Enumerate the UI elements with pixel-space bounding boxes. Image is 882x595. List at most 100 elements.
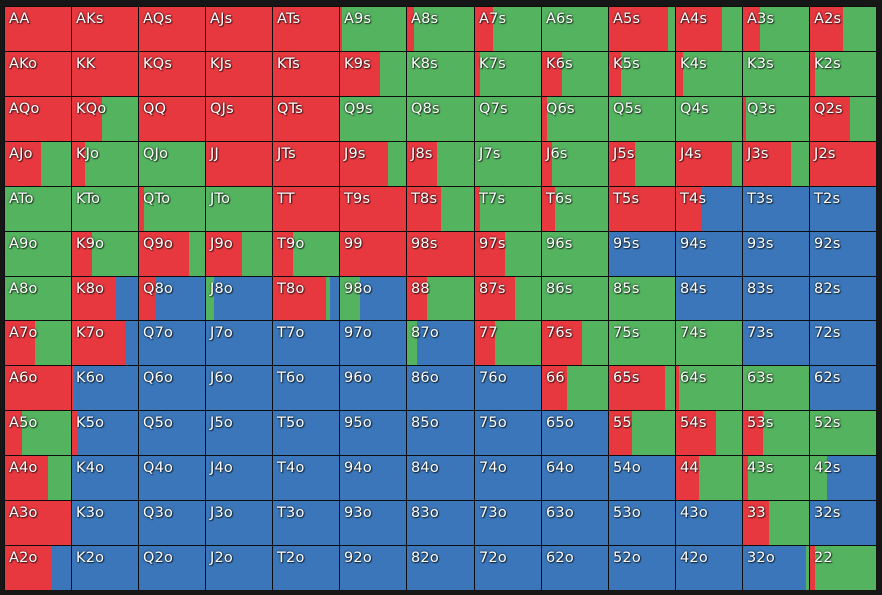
hand-cell-aqs[interactable]: AQs [139,7,205,51]
hand-cell-kk[interactable]: KK [72,52,138,96]
hand-cell-k4o[interactable]: K4o [72,456,138,500]
hand-cell-72s[interactable]: 72s [810,321,876,365]
hand-cell-65s[interactable]: 65s [609,366,675,410]
hand-cell-t6o[interactable]: T6o [273,366,339,410]
hand-cell-65o[interactable]: 65o [542,411,608,455]
hand-cell-a8o[interactable]: A8o [5,277,71,320]
hand-cell-97o[interactable]: 97o [340,321,406,365]
hand-cell-74s[interactable]: 74s [676,321,742,365]
hand-cell-k5s[interactable]: K5s [609,52,675,96]
hand-cell-q5s[interactable]: Q5s [609,97,675,141]
hand-cell-q2s[interactable]: Q2s [810,97,876,141]
hand-cell-62o[interactable]: 62o [542,546,608,590]
hand-cell-93o[interactable]: 93o [340,501,406,545]
hand-cell-54o[interactable]: 54o [609,456,675,500]
hand-cell-j6o[interactable]: J6o [206,366,272,410]
hand-cell-q9s[interactable]: Q9s [340,97,406,141]
hand-cell-k3o[interactable]: K3o [72,501,138,545]
hand-cell-92o[interactable]: 92o [340,546,406,590]
hand-cell-k5o[interactable]: K5o [72,411,138,455]
hand-cell-jts[interactable]: JTs [273,142,339,186]
hand-cell-76s[interactable]: 76s [542,321,608,365]
hand-cell-j8o[interactable]: J8o [206,277,272,320]
hand-cell-q7s[interactable]: Q7s [475,97,541,141]
hand-cell-94s[interactable]: 94s [676,232,742,276]
hand-cell-a5s[interactable]: A5s [609,7,675,51]
hand-cell-82s[interactable]: 82s [810,277,876,320]
hand-cell-52s[interactable]: 52s [810,411,876,455]
hand-cell-52o[interactable]: 52o [609,546,675,590]
hand-cell-q8o[interactable]: Q8o [139,277,205,320]
hand-cell-64o[interactable]: 64o [542,456,608,500]
hand-cell-j2s[interactable]: J2s [810,142,876,186]
hand-cell-a3s[interactable]: A3s [743,7,809,51]
hand-cell-42o[interactable]: 42o [676,546,742,590]
hand-cell-a2o[interactable]: A2o [5,546,71,590]
hand-cell-72o[interactable]: 72o [475,546,541,590]
hand-cell-t3o[interactable]: T3o [273,501,339,545]
hand-cell-92s[interactable]: 92s [810,232,876,276]
hand-cell-a4s[interactable]: A4s [676,7,742,51]
hand-cell-44[interactable]: 44 [676,456,742,500]
hand-cell-j4o[interactable]: J4o [206,456,272,500]
hand-cell-t2s[interactable]: T2s [810,187,876,231]
hand-cell-q3s[interactable]: Q3s [743,97,809,141]
hand-cell-a6o[interactable]: A6o [5,366,71,410]
hand-cell-94o[interactable]: 94o [340,456,406,500]
hand-cell-32o[interactable]: 32o [743,546,809,590]
hand-cell-k6o[interactable]: K6o [72,366,138,410]
hand-cell-qjs[interactable]: QJs [206,97,272,141]
hand-cell-83s[interactable]: 83s [743,277,809,320]
hand-cell-a4o[interactable]: A4o [5,456,71,500]
hand-cell-82o[interactable]: 82o [407,546,474,590]
hand-cell-qts[interactable]: QTs [273,97,339,141]
hand-cell-k9s[interactable]: K9s [340,52,406,96]
hand-cell-k8o[interactable]: K8o [72,277,138,320]
hand-cell-93s[interactable]: 93s [743,232,809,276]
hand-cell-t5o[interactable]: T5o [273,411,339,455]
hand-cell-22[interactable]: 22 [810,546,876,590]
hand-cell-t7s[interactable]: T7s [475,187,541,231]
hand-cell-54s[interactable]: 54s [676,411,742,455]
hand-cell-t4o[interactable]: T4o [273,456,339,500]
hand-cell-qto[interactable]: QTo [139,187,205,231]
hand-cell-42s[interactable]: 42s [810,456,876,500]
hand-cell-q6o[interactable]: Q6o [139,366,205,410]
hand-cell-84s[interactable]: 84s [676,277,742,320]
hand-cell-a9o[interactable]: A9o [5,232,71,276]
hand-cell-jto[interactable]: JTo [206,187,272,231]
hand-cell-t8o[interactable]: T8o [273,277,339,320]
hand-cell-a6s[interactable]: A6s [542,7,608,51]
hand-cell-75o[interactable]: 75o [475,411,541,455]
hand-cell-kqs[interactable]: KQs [139,52,205,96]
hand-cell-43s[interactable]: 43s [743,456,809,500]
hand-cell-q2o[interactable]: Q2o [139,546,205,590]
hand-cell-j6s[interactable]: J6s [542,142,608,186]
hand-cell-j3s[interactable]: J3s [743,142,809,186]
hand-cell-87s[interactable]: 87s [475,277,541,320]
hand-cell-k3s[interactable]: K3s [743,52,809,96]
hand-cell-ako[interactable]: AKo [5,52,71,96]
hand-cell-99[interactable]: 99 [340,232,406,276]
hand-cell-63o[interactable]: 63o [542,501,608,545]
hand-cell-t6s[interactable]: T6s [542,187,608,231]
hand-cell-77[interactable]: 77 [475,321,541,365]
hand-cell-66[interactable]: 66 [542,366,608,410]
hand-cell-aa[interactable]: AA [5,7,71,51]
hand-cell-62s[interactable]: 62s [810,366,876,410]
hand-cell-a7s[interactable]: A7s [475,7,541,51]
hand-cell-53s[interactable]: 53s [743,411,809,455]
hand-cell-ajs[interactable]: AJs [206,7,272,51]
hand-cell-32s[interactable]: 32s [810,501,876,545]
hand-cell-j8s[interactable]: J8s [407,142,474,186]
hand-cell-86s[interactable]: 86s [542,277,608,320]
hand-cell-k2s[interactable]: K2s [810,52,876,96]
hand-cell-q3o[interactable]: Q3o [139,501,205,545]
hand-cell-98o[interactable]: 98o [340,277,406,320]
hand-cell-kqo[interactable]: KQo [72,97,138,141]
hand-cell-jj[interactable]: JJ [206,142,272,186]
hand-cell-96o[interactable]: 96o [340,366,406,410]
hand-cell-t9o[interactable]: T9o [273,232,339,276]
hand-cell-j4s[interactable]: J4s [676,142,742,186]
hand-cell-k9o[interactable]: K9o [72,232,138,276]
